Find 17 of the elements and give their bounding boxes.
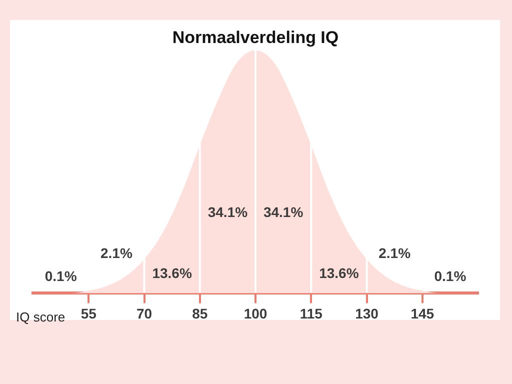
annotation: 13.6% [152,265,192,282]
chart-title: Normaalverdeling IQ [172,28,339,47]
x-tick-label: 145 [410,305,434,322]
x-tick-label: 55 [80,305,97,322]
annotation: 13.6% [319,265,360,282]
x-tick-label: 70 [136,305,152,322]
x-tick-label: 100 [244,305,268,322]
annotation: 34.1% [208,204,248,220]
x-axis-title: IQ score [16,309,66,324]
annotation: 2.1% [100,245,133,262]
annotation: 0.1% [44,268,78,284]
annotation: 34.1% [263,204,304,220]
x-tick-label: 115 [300,305,323,322]
annotation: 0.1% [434,268,467,284]
x-tick-label: 130 [355,305,379,322]
x-tick-label: 85 [192,305,208,322]
annotation: 2.1% [378,245,412,262]
